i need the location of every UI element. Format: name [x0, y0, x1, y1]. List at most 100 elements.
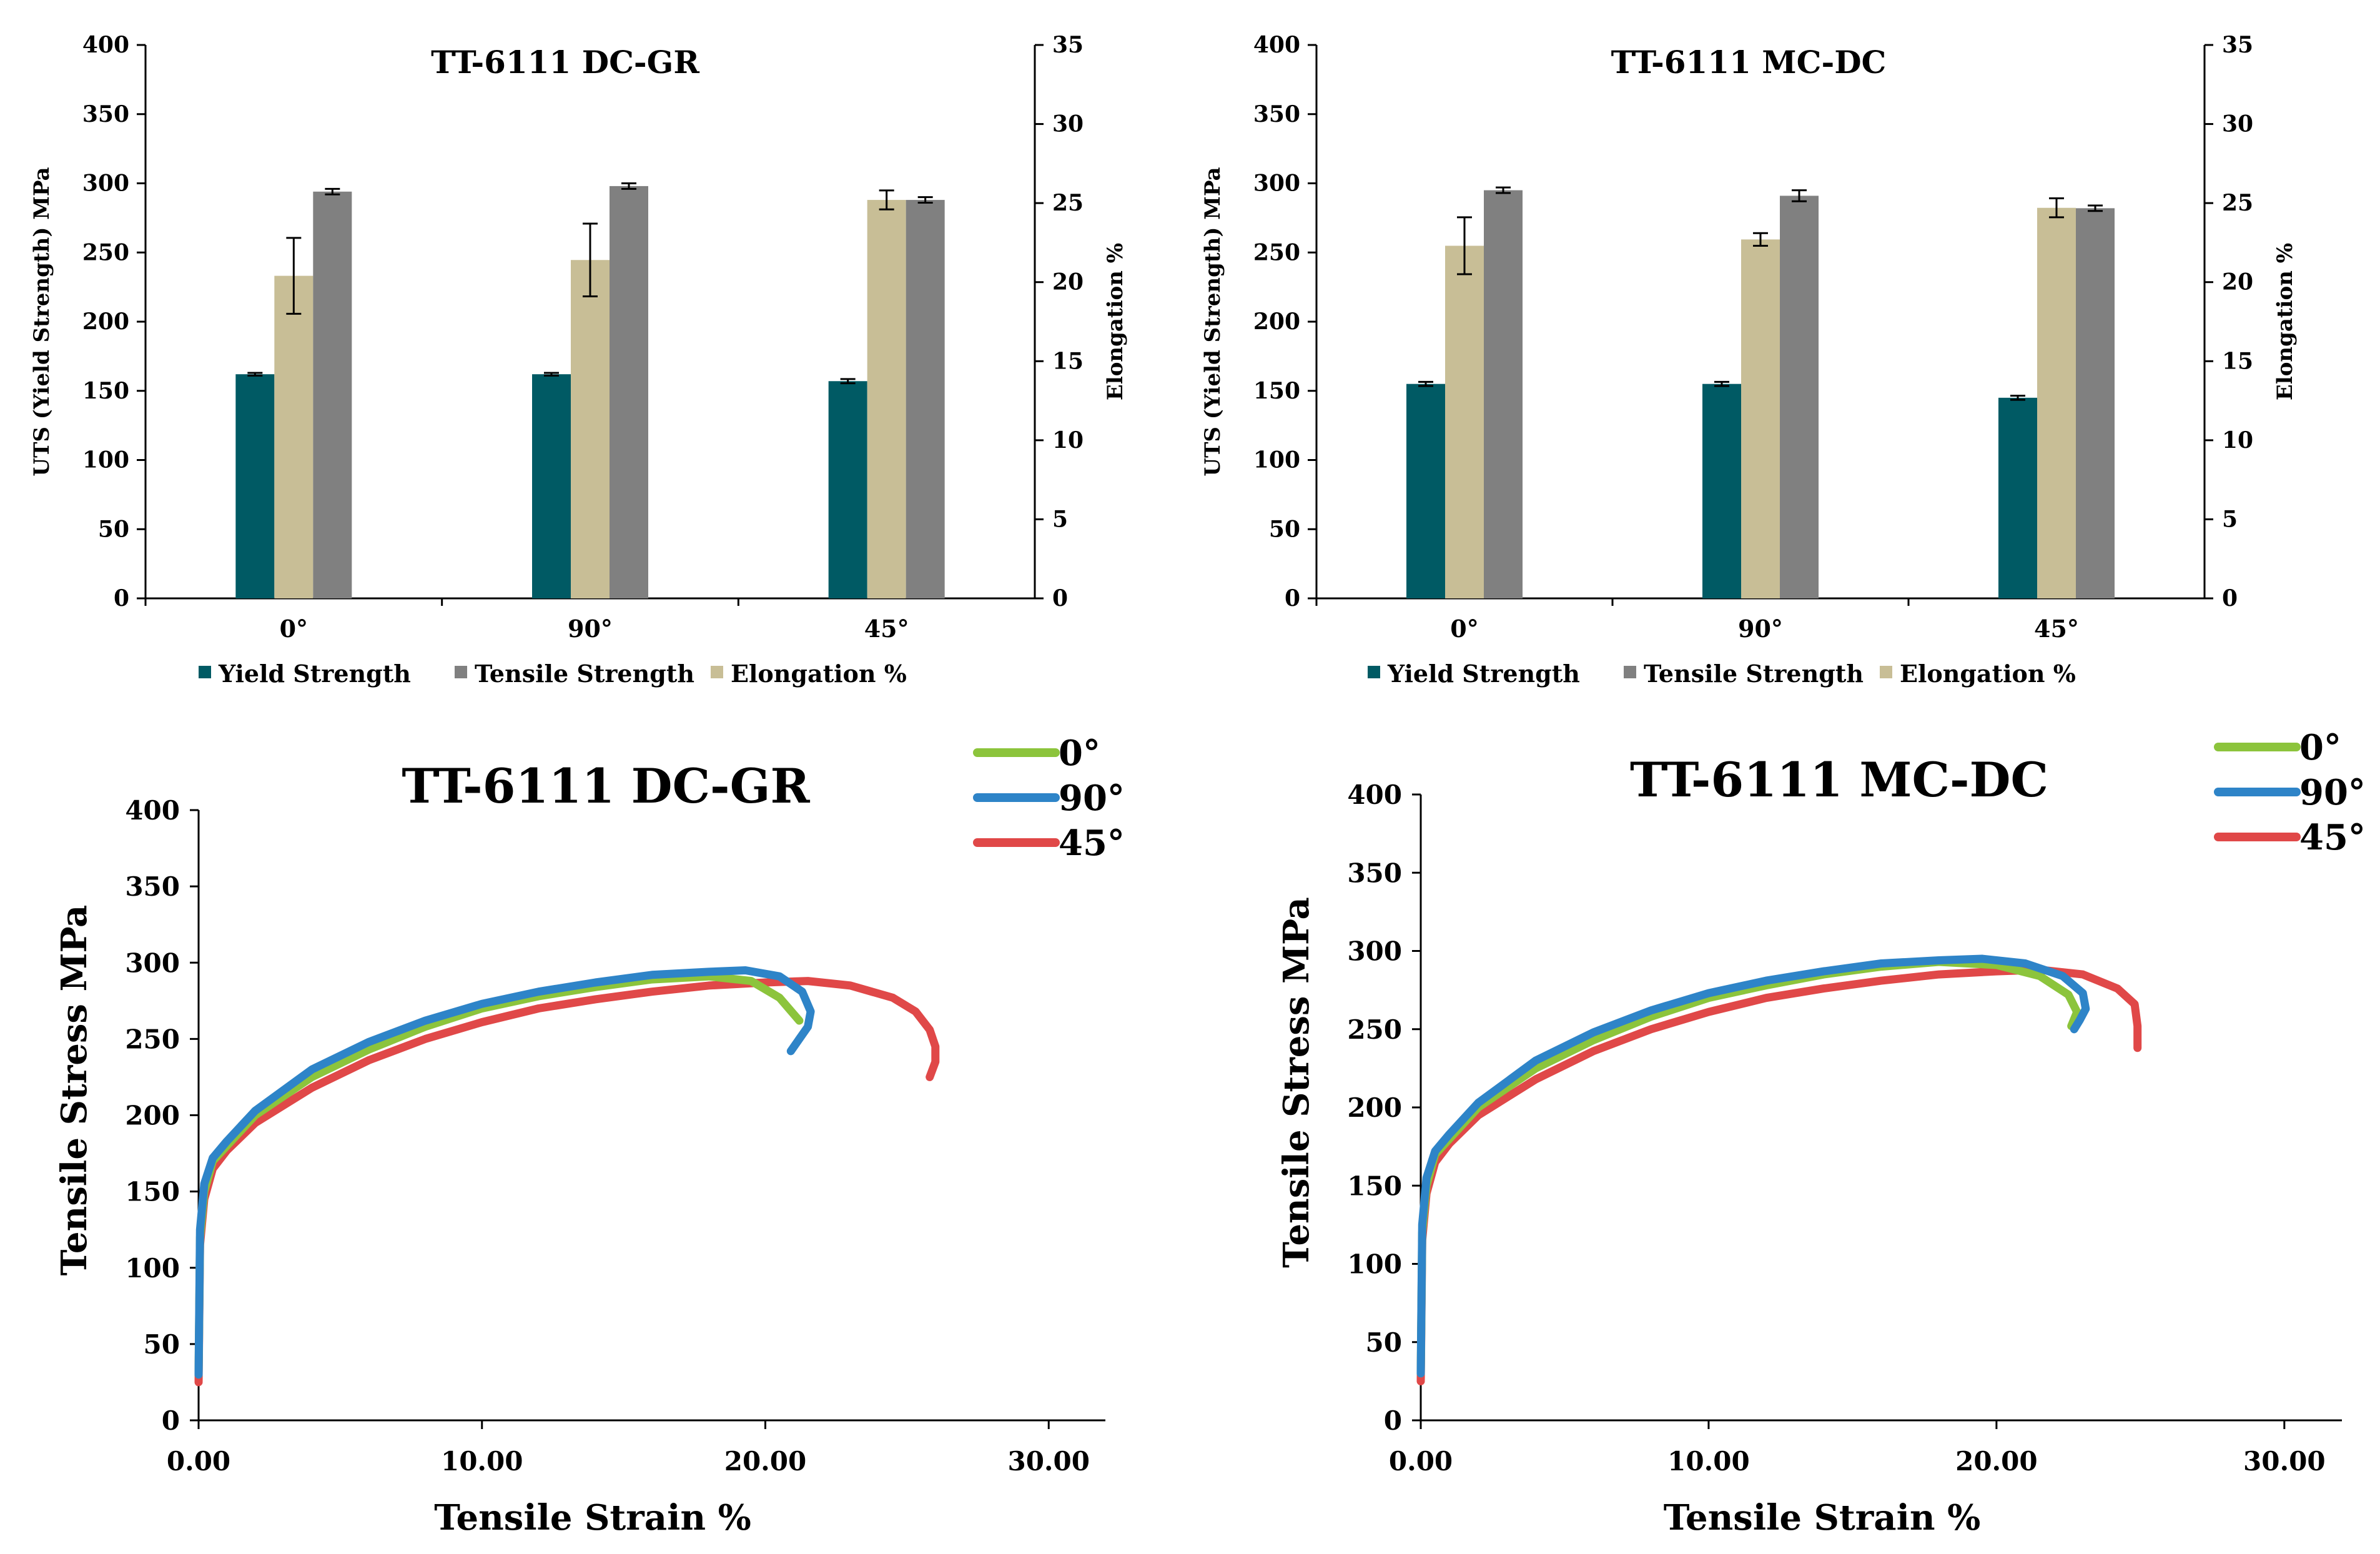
left-tick-label: 50 [1269, 516, 1300, 542]
x-tick-label: 30.00 [2243, 1446, 2326, 1477]
y-axis-label: UTS (Yield Strength) MPa [29, 167, 54, 476]
bar-tensile-strength [1484, 190, 1523, 598]
series-line-0-deg [194, 972, 804, 1379]
legend-label-90-deg: 90° [1059, 778, 1125, 819]
legend-label-0-deg: 0° [2299, 727, 2341, 768]
bar-tensile-strength [610, 186, 648, 598]
left-tick-label: 350 [82, 101, 129, 127]
category-label: 0° [1450, 615, 1478, 643]
category-label: 90° [1738, 615, 1783, 643]
y-axis-label: UTS (Yield Strength) MPa [1200, 167, 1225, 476]
legend-label-elongation: Elongation % [1900, 660, 2076, 688]
bar-elongation [867, 200, 906, 599]
x-tick-label: 20.00 [1955, 1446, 2038, 1477]
y-tick-label: 200 [125, 1101, 180, 1131]
right-tick-label: 35 [2222, 32, 2253, 58]
y-tick-label: 50 [1366, 1327, 1402, 1358]
legend-label-0-deg: 0° [1059, 733, 1100, 774]
chart-title: TT-6111 MC-DC [1611, 44, 1887, 81]
chart-title: TT-6111 DC-GR [402, 758, 810, 814]
y-axis-label-right: Elongation % [2273, 243, 2298, 400]
x-tick-label: 10.00 [1667, 1446, 1750, 1477]
left-tick-label: 200 [1253, 309, 1300, 335]
right-tick-label: 0 [1052, 585, 1068, 611]
x-tick-label: 0.00 [1389, 1446, 1453, 1477]
bar-yield-strength [828, 381, 867, 598]
y-tick-label: 300 [125, 948, 180, 978]
left-tick-label: 300 [82, 171, 129, 197]
x-tick-label: 0.00 [167, 1446, 230, 1477]
y-tick-label: 350 [1347, 858, 1402, 888]
legend-label-45-deg: 45° [1059, 823, 1125, 864]
left-tick-label: 150 [1253, 378, 1300, 404]
y-axis-label-right: Elongation % [1103, 243, 1128, 400]
left-tick-label: 400 [1253, 32, 1300, 58]
bar-yield-strength [1406, 384, 1445, 598]
bar-yield-strength [532, 374, 571, 598]
bar-tensile-strength [1780, 195, 1819, 598]
x-axis-label: Tensile Strain % [1664, 1497, 1981, 1538]
y-tick-label: 100 [125, 1253, 180, 1284]
y-tick-label: 300 [1347, 936, 1402, 967]
y-tick-label: 0 [1384, 1405, 1402, 1436]
right-tick-label: 0 [2222, 585, 2238, 611]
y-tick-label: 400 [125, 795, 180, 826]
line-chart-dc-gr: 0 50 100 150 200 250 300 350 400 0.00 10.00 20.00 30… [54, 733, 1125, 1538]
bar-yield-strength [1702, 384, 1741, 598]
legend-label-yield-strength: Yield Strength [218, 660, 411, 688]
y-tick-label: 0 [162, 1405, 180, 1436]
legend-label-yield-strength: Yield Strength [1387, 660, 1580, 688]
bar-tensile-strength [906, 200, 945, 599]
y-tick-label: 100 [1347, 1249, 1402, 1280]
left-tick-label: 350 [1253, 101, 1300, 127]
left-tick-label: 0 [114, 585, 129, 611]
series-line-0-deg [1416, 958, 2081, 1378]
legend-swatch-yield-strength [1368, 666, 1380, 678]
bar-elongation [1445, 245, 1484, 598]
y-tick-label: 50 [144, 1329, 180, 1360]
legend-label-elongation: Elongation % [731, 660, 907, 688]
bar-tensile-strength [313, 191, 352, 598]
left-tick-label: 150 [82, 378, 129, 404]
chart-title: TT-6111 MC-DC [1630, 752, 2048, 808]
left-tick-label: 100 [82, 447, 129, 473]
legend-swatch-elongation [1880, 666, 1892, 678]
left-tick-label: 200 [82, 309, 129, 335]
chart-title: TT-6111 DC-GR [431, 44, 699, 81]
left-tick-label: 0 [1285, 585, 1300, 611]
right-tick-label: 5 [2222, 506, 2238, 532]
y-tick-label: 200 [1347, 1092, 1402, 1123]
right-tick-label: 20 [2222, 269, 2253, 295]
series-line-90-deg [194, 966, 815, 1379]
right-tick-label: 35 [1052, 32, 1084, 58]
y-tick-label: 150 [1347, 1170, 1402, 1201]
right-tick-label: 30 [2222, 111, 2253, 137]
legend-label-tensile-strength: Tensile Strength [1644, 660, 1864, 688]
left-tick-label: 100 [1253, 447, 1300, 473]
right-tick-label: 20 [1052, 269, 1084, 295]
right-tick-label: 15 [1052, 348, 1084, 374]
right-tick-label: 25 [1052, 190, 1084, 216]
left-tick-label: 250 [1253, 239, 1300, 265]
bar-elongation [571, 260, 610, 598]
series-line-90-deg [1416, 954, 2090, 1378]
bar-tensile-strength [2076, 208, 2115, 598]
y-axis-label: Tensile Stress MPa [54, 905, 95, 1276]
bar-elongation [274, 275, 314, 598]
series-line-45-deg [1416, 966, 2142, 1385]
bar-chart-mc-dc: 0 50 100 150 200 250 300 350 400 0 5 10 15 20 25 30 35 TT… [1200, 32, 2298, 688]
x-tick-label: 20.00 [724, 1446, 807, 1477]
legend-swatch-elongation [711, 666, 723, 678]
bar-elongation [2037, 207, 2076, 598]
bar-elongation [1741, 239, 1780, 598]
line-chart-mc-dc: 0 50 100 150 200 250 300 350 400 0.00 10.00 20.00 30… [1276, 727, 2366, 1538]
x-axis-label: Tensile Strain % [434, 1497, 751, 1538]
right-tick-label: 25 [2222, 190, 2253, 216]
x-tick-label: 10.00 [441, 1446, 523, 1477]
right-tick-label: 30 [1052, 111, 1084, 137]
y-tick-label: 250 [1347, 1014, 1402, 1045]
legend-swatch-tensile-strength [1624, 666, 1636, 678]
bar-yield-strength [1998, 397, 2037, 598]
left-tick-label: 300 [1253, 171, 1300, 197]
